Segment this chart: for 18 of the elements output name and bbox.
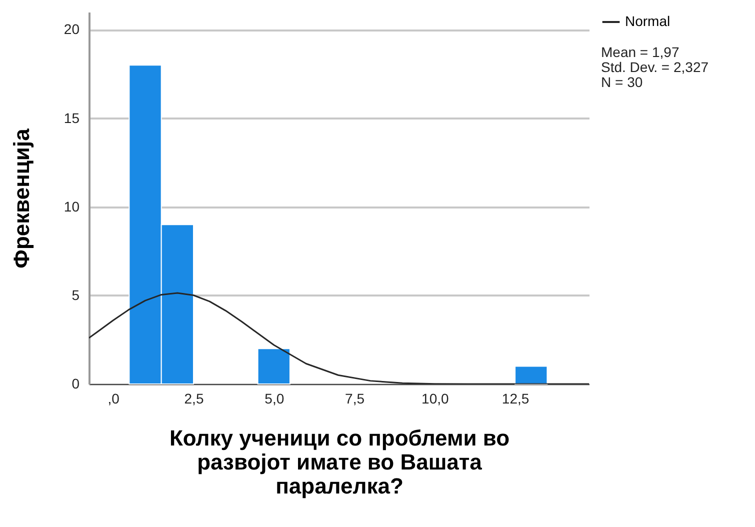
y-tick-label: 10 [64, 198, 80, 214]
y-tick-label: 20 [64, 21, 80, 38]
x-tick-label: 12,5 [502, 390, 530, 406]
y-tick-label: 15 [64, 110, 80, 126]
x-tick-label: 10,0 [422, 390, 449, 406]
text: N = 30 [601, 74, 643, 90]
legend-label: Normal [625, 13, 670, 29]
x-tick-label: 5,0 [264, 390, 284, 406]
text: Mean = 1,97 [601, 44, 680, 60]
text: Std. Dev. = 2,327 [601, 59, 709, 75]
x-tick-label: 2,5 [184, 390, 204, 406]
y-axis-title: Фреквенција [8, 128, 34, 268]
x-tick-label: ,0 [108, 390, 120, 406]
x-tick-label: 7,5 [345, 390, 365, 406]
y-tick-label: 0 [72, 376, 80, 392]
x-axis-title: Колку ученици со проблеми во развојот имате во Вашата паралелка? [169, 426, 510, 498]
line-series [89, 292, 589, 384]
y-tick-label: 5 [72, 286, 80, 303]
